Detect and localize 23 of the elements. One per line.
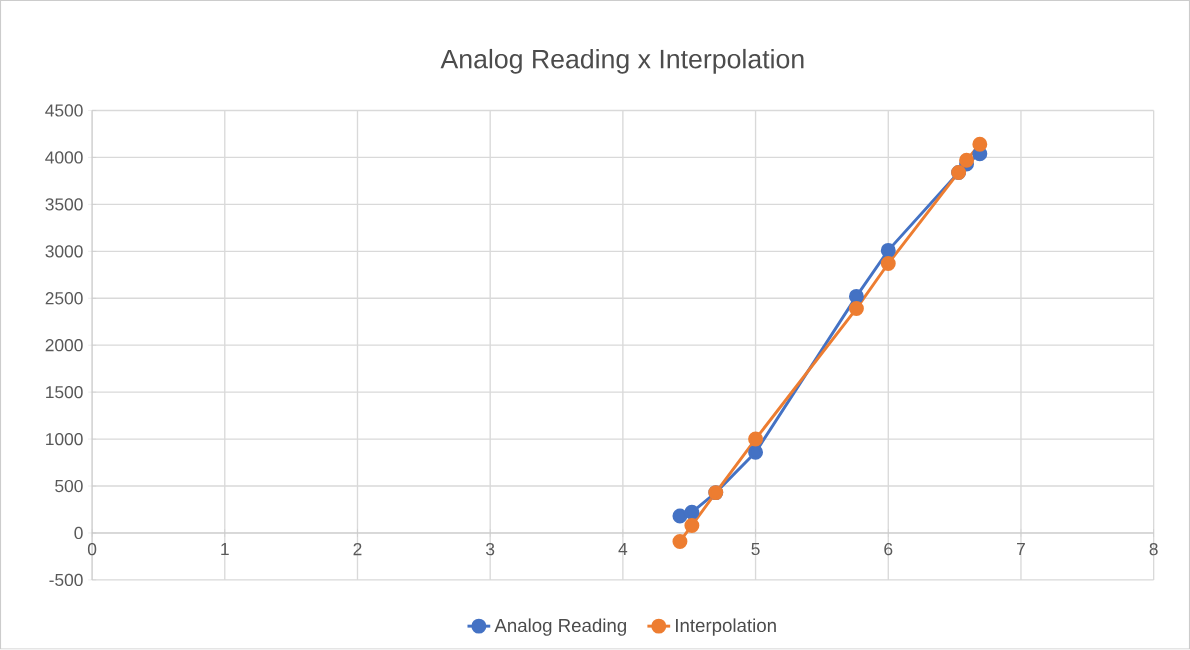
chart-title: Analog Reading x Interpolation [440, 49, 804, 75]
x-tick-label: 8 [1149, 543, 1158, 556]
x-tick-label: 4 [618, 543, 628, 556]
y-tick-label: 4500 [45, 104, 83, 117]
x-tick-label: 6 [884, 543, 893, 556]
legend-label: Analog Reading [494, 618, 627, 637]
x-tick-label: 1 [221, 543, 229, 556]
x-tick-label: 0 [87, 543, 97, 556]
y-tick-label: 3500 [45, 198, 83, 211]
legend-label: Interpolation [676, 618, 776, 637]
y-tick-label: 3000 [45, 245, 83, 258]
x-tick-label: 5 [751, 543, 760, 556]
x-tick-label: 7 [1017, 543, 1025, 556]
y-tick-label: 500 [55, 480, 83, 493]
y-tick-label: -500 [49, 574, 83, 587]
y-tick-label: 1500 [46, 386, 83, 399]
y-tick-label: 1000 [46, 433, 83, 446]
y-tick-label: 0 [74, 527, 83, 540]
x-tick-label: 2 [353, 543, 362, 556]
y-tick-label: 2500 [45, 292, 83, 305]
x-tick-label: 3 [486, 543, 495, 556]
y-tick-label: 4000 [45, 151, 83, 164]
y-tick-label: 2000 [45, 339, 83, 352]
